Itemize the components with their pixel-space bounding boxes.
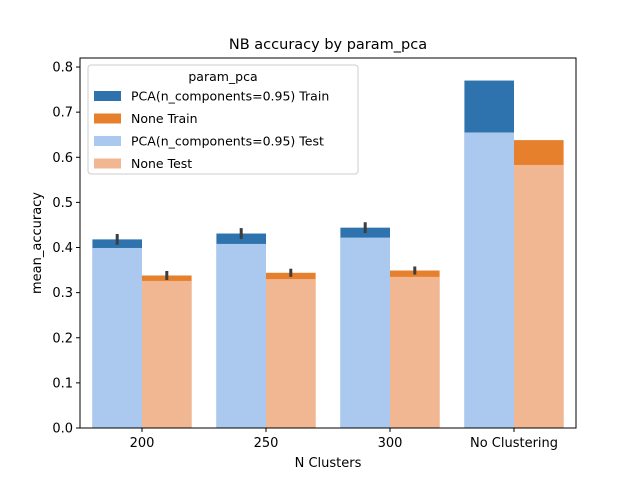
bars-front-layer — [92, 132, 564, 428]
legend-title: param_pca — [188, 69, 257, 84]
y-tick-label-4: 0.4 — [52, 241, 73, 256]
legend-box — [87, 64, 359, 175]
legend-entry-1: None Train — [131, 111, 198, 126]
x-tick-label-3: No Clustering — [470, 436, 558, 451]
bar-test-s2-3 — [464, 132, 514, 428]
x-axis-label: N Clusters — [295, 456, 362, 471]
bar-test-s2-1 — [216, 243, 266, 428]
y-tick-label-2: 0.2 — [52, 331, 73, 346]
bar-test-s3-0 — [142, 280, 192, 428]
x-tick-label-0: 200 — [130, 436, 155, 451]
y-tick-label-1: 0.1 — [52, 376, 73, 391]
y-tick-label-8: 0.8 — [52, 61, 73, 76]
y-axis: 0.0 0.1 0.2 0.3 0.4 0.5 0.6 0.7 0.8 — [52, 61, 80, 437]
bar-test-s2-2 — [340, 237, 390, 428]
legend-swatch-1 — [94, 113, 121, 124]
bar-test-s3-1 — [266, 279, 316, 428]
legend-swatch-0 — [94, 91, 121, 101]
y-tick-label-5: 0.5 — [52, 196, 73, 211]
legend-entry-0: PCA(n_components=0.95) Train — [131, 89, 329, 104]
y-tick-label-0: 0.0 — [52, 422, 73, 437]
y-tick-label-3: 0.3 — [52, 286, 73, 301]
bar-test-s3-3 — [514, 164, 564, 428]
x-axis: 200 250 300 No Clustering — [130, 428, 558, 451]
chart-title: NB accuracy by param_pca — [229, 37, 427, 53]
y-tick-label-7: 0.7 — [52, 106, 73, 121]
legend-swatch-3 — [94, 158, 121, 169]
legend-entry-2: PCA(n_components=0.95) Test — [131, 134, 324, 149]
plot-frame — [79, 57, 577, 429]
bar-test-s2-0 — [92, 247, 142, 428]
bar-test-s3-2 — [390, 276, 440, 428]
y-axis-label: mean_accuracy — [30, 192, 45, 294]
legend-entry-3: None Test — [131, 156, 192, 171]
x-tick-label-1: 250 — [254, 436, 279, 451]
legend-swatch-2 — [94, 136, 121, 146]
y-tick-label-6: 0.6 — [52, 151, 73, 166]
legend-entries: PCA(n_components=0.95) Train None Train PC… — [94, 89, 329, 171]
legend: param_pca PCA(n_components=0.95) Train No… — [87, 64, 359, 175]
error-bars — [115, 222, 417, 280]
x-tick-label-2: 300 — [378, 436, 403, 451]
